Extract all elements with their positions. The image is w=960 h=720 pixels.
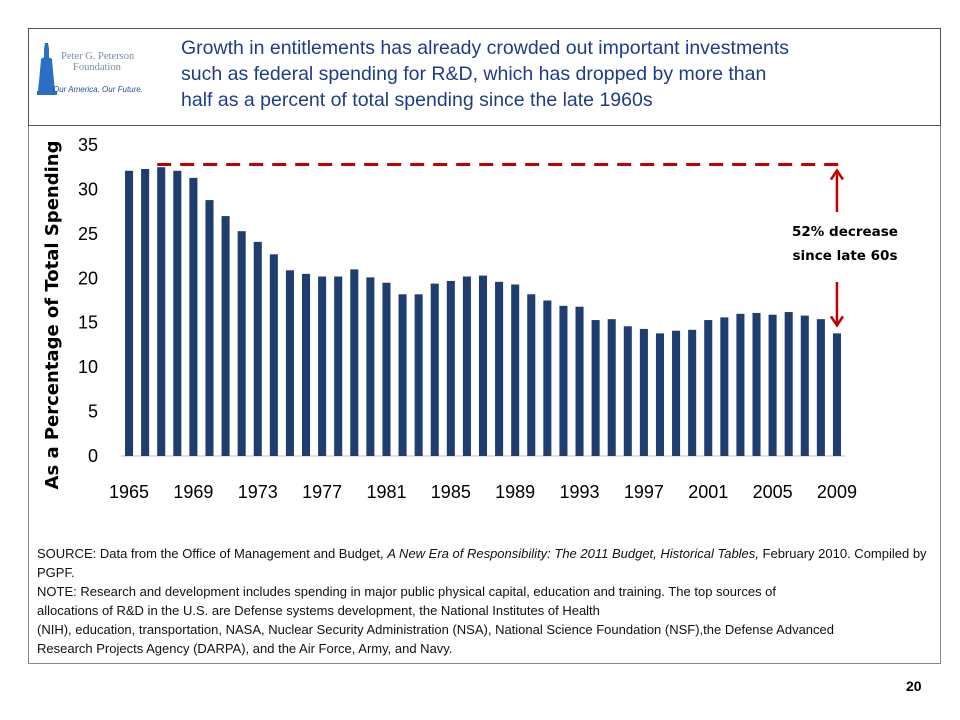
- bar-1974: [269, 254, 278, 456]
- y-tick-label: 5: [88, 402, 98, 422]
- bar-1968: [173, 170, 182, 457]
- source-title: A New Era of Responsibility: The 2011 Bu…: [387, 546, 759, 561]
- bar-1989: [511, 284, 520, 456]
- bar-series: [125, 167, 841, 457]
- bar-1970: [205, 200, 214, 456]
- y-tick-label: 25: [78, 224, 98, 244]
- bar-1993: [575, 306, 584, 456]
- bar-1969: [189, 177, 198, 456]
- x-tick-label: 1965: [109, 482, 149, 502]
- x-tick-label: 2001: [688, 482, 728, 502]
- bar-1986: [462, 276, 471, 456]
- bar-2008: [816, 319, 825, 456]
- source-notes: SOURCE: Data from the Office of Manageme…: [37, 544, 932, 658]
- bar-1994: [591, 320, 600, 456]
- bar-1977: [318, 276, 327, 456]
- note-line: (NIH), education, transportation, NASA, …: [37, 622, 834, 637]
- logo-name-line2: Foundation: [73, 62, 121, 73]
- bar-1985: [446, 280, 455, 456]
- headline-line: half as a percent of total spending sinc…: [181, 89, 653, 111]
- bar-1995: [607, 319, 616, 456]
- bar-1999: [672, 330, 681, 456]
- bar-1966: [141, 168, 150, 456]
- source-text-post: February 2010. Compiled by PGPF.: [37, 546, 927, 580]
- bar-1973: [253, 241, 262, 456]
- x-axis-ticks: 1965 1969 1973 1977 1981 1985 1989 1993 1997 2001…: [109, 482, 857, 502]
- statue-of-liberty-torch-icon: [37, 43, 57, 95]
- decrease-annotation: 52% decrease since late 60s: [792, 168, 898, 328]
- note-line: allocations of R&D in the U.S. are Defen…: [37, 603, 600, 618]
- bar-2000: [688, 329, 697, 456]
- bar-1992: [559, 305, 568, 456]
- y-axis-title: As a Percentage of Total Spending: [42, 141, 63, 490]
- bar-1990: [527, 294, 536, 456]
- bar-1982: [398, 294, 407, 456]
- page-number: 20: [906, 678, 922, 694]
- bar-1987: [478, 275, 488, 456]
- x-tick-label: 1973: [238, 482, 278, 502]
- y-axis-ticks: 0 5 10 15 20 25 30 35: [78, 135, 98, 466]
- x-tick-label: 1985: [431, 482, 471, 502]
- bar-1984: [430, 283, 439, 456]
- bar-1980: [366, 277, 375, 456]
- x-tick-label: 1981: [366, 482, 406, 502]
- y-tick-label: 30: [78, 179, 98, 199]
- y-tick-label: 10: [78, 357, 98, 377]
- bar-2005: [768, 314, 777, 456]
- y-tick-label: 20: [78, 268, 98, 288]
- logo-tagline: Our America. Our Future.: [53, 85, 143, 94]
- bar-1988: [495, 281, 504, 456]
- chart-panel: [28, 126, 941, 664]
- y-tick-label: 0: [88, 446, 98, 466]
- y-tick-label: 15: [78, 313, 98, 333]
- logo-name-line1: Peter G. Peterson: [61, 51, 135, 62]
- bar-1978: [334, 276, 343, 456]
- bar-1998: [655, 333, 664, 456]
- bar-1967: [157, 167, 166, 456]
- bar-1979: [350, 269, 359, 456]
- x-tick-label: 1989: [495, 482, 535, 502]
- x-tick-label: 2009: [817, 482, 857, 502]
- source-label: SOURCE:: [37, 546, 97, 561]
- source-text-pre: Data from the Office of Management and B…: [99, 546, 384, 561]
- headline-line: Growth in entitlements has already crowd…: [181, 37, 790, 59]
- bar-2003: [736, 313, 745, 456]
- x-tick-label: 1993: [560, 482, 600, 502]
- bar-1975: [285, 270, 294, 456]
- headline-line: such as federal spending for R&D, which …: [181, 63, 767, 85]
- source-paragraph: SOURCE: Data from the Office of Manageme…: [37, 544, 932, 582]
- bar-1983: [414, 294, 423, 456]
- bar-2007: [800, 315, 809, 456]
- bar-1971: [221, 216, 230, 456]
- logo-name: Peter G. Peterson Foundation: [61, 51, 134, 73]
- bar-1965: [125, 170, 134, 457]
- annotation-line2: since late 60s: [792, 248, 897, 264]
- bar-2001: [704, 320, 713, 456]
- note-line: Research Projects Agency (DARPA), and th…: [37, 641, 453, 656]
- bar-2009: [832, 333, 841, 456]
- down-arrow-icon: [829, 282, 844, 328]
- note-line: NOTE: Research and development includes …: [37, 584, 777, 599]
- bar-2006: [784, 312, 793, 456]
- annotation-line1: 52% decrease: [792, 224, 898, 240]
- slide-headline: Growth in entitlements has already crowd…: [181, 35, 931, 113]
- x-tick-label: 1977: [302, 482, 342, 502]
- bar-1991: [543, 300, 552, 456]
- slide-header: Peter G. Peterson Foundation Our America…: [28, 28, 941, 126]
- x-tick-label: 1997: [624, 482, 664, 502]
- bar-1976: [302, 273, 311, 456]
- y-tick-label: 35: [78, 135, 98, 155]
- bar-2004: [752, 312, 761, 456]
- bar-1997: [639, 328, 648, 456]
- x-tick-label: 1969: [173, 482, 213, 502]
- bar-1981: [382, 282, 391, 456]
- x-tick-label: 2005: [753, 482, 793, 502]
- rd-spending-bar-chart: As a Percentage of Total Spending 0 5 10 15…: [42, 135, 898, 502]
- bar-2002: [720, 317, 729, 456]
- y-axis-title-text: As a Percentage of Total Spending: [42, 141, 63, 490]
- peterson-foundation-logo: Peter G. Peterson Foundation Our America…: [35, 41, 165, 101]
- up-arrow-icon: [829, 168, 844, 212]
- bar-1972: [237, 231, 246, 456]
- bar-1996: [623, 326, 632, 456]
